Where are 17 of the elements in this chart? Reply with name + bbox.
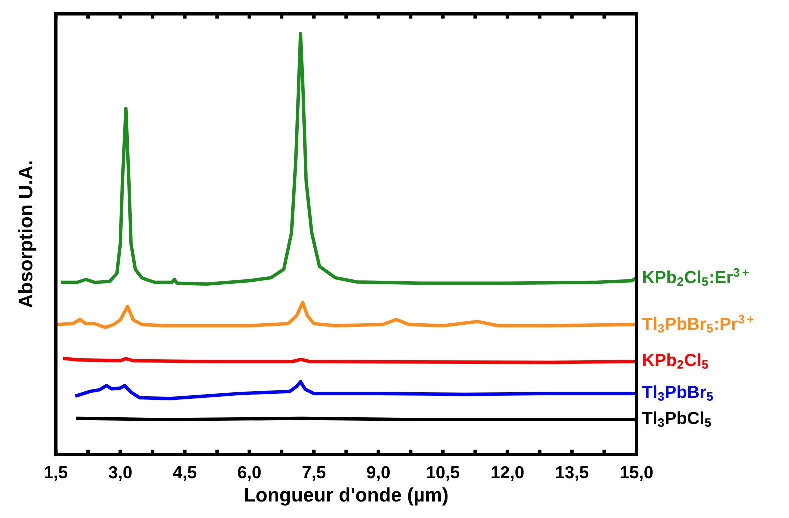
x-tick-label: 6,0 [238, 466, 261, 482]
x-tick-label: 15,0 [620, 466, 653, 482]
series-label: KPb$_{2}$Cl$_{5}$:Er$^{3+}$ [643, 268, 749, 286]
series-label: KPb$_{2}$Cl$_{5}$ [643, 354, 708, 370]
x-tick-label: 13,5 [556, 466, 589, 482]
x-tick-label: 4,5 [173, 466, 197, 482]
y-axis-title: Absorption U.A. [18, 162, 37, 308]
series-label: Tl$_{3}$PbBr$_{5}$ [642, 386, 714, 402]
x-tick-label: 7,5 [302, 466, 326, 482]
x-tick-label: 3,0 [108, 466, 132, 482]
series-label: Tl$_{3}$PbCl$_{5}$ [642, 412, 712, 428]
x-axis-title: Longueur d'onde (µm) [245, 488, 448, 506]
series-label: Tl$_{3}$PbBr$_{5}$:Pr$^{3+}$ [642, 315, 754, 333]
x-tick-label: 1,5 [45, 466, 68, 482]
x-tick-label: 10,5 [427, 466, 460, 482]
x-tick-label: 12,0 [492, 466, 524, 482]
x-tick-label: 9,0 [367, 466, 390, 482]
